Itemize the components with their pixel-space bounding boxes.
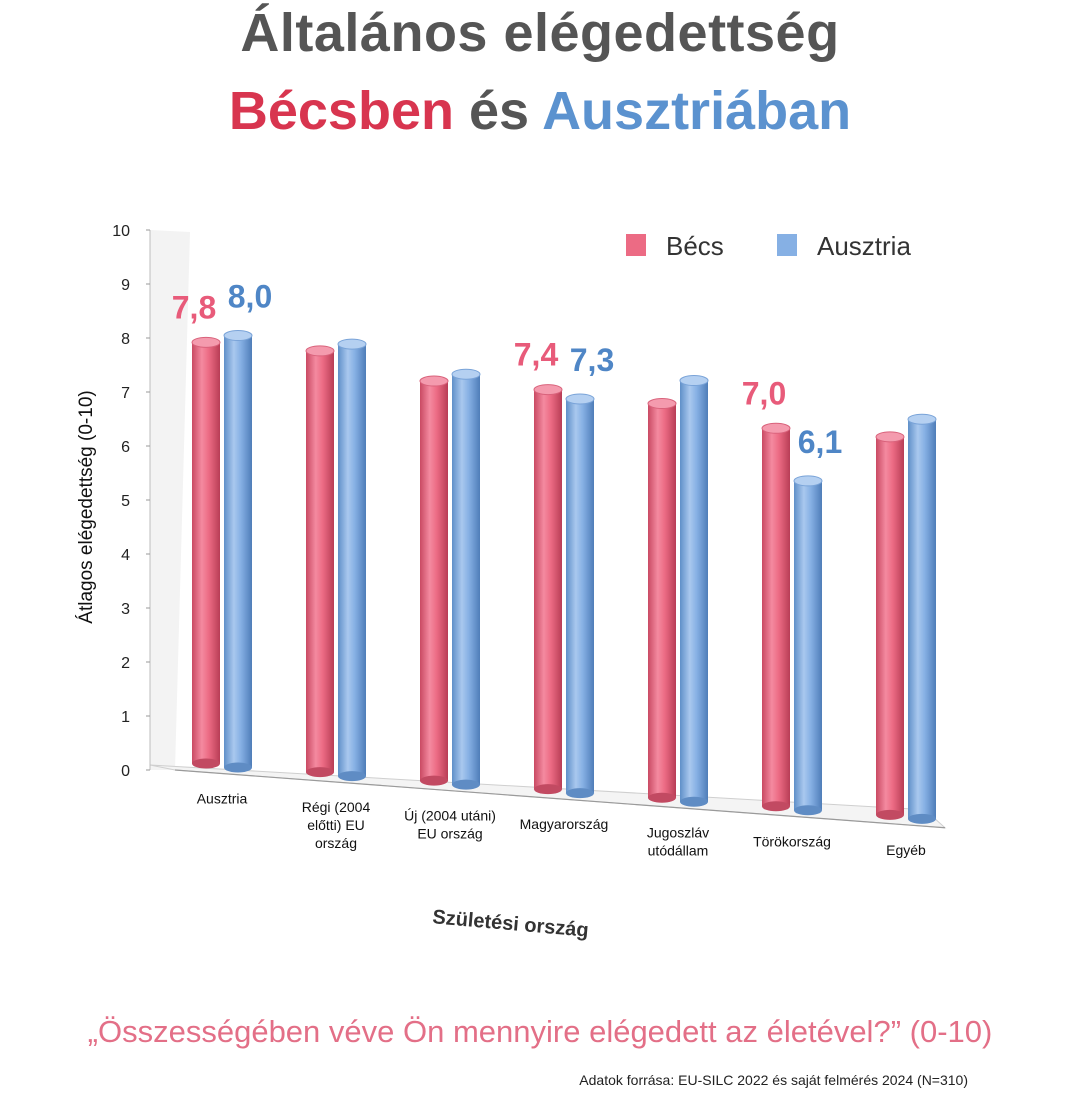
- x-axis-line: [174, 769, 946, 829]
- bar-ausztria: [223, 330, 253, 773]
- bar-becs: [875, 431, 905, 820]
- x-tick-label: EU ország: [417, 826, 482, 842]
- y-tick-label: 8: [121, 331, 130, 348]
- x-axis-label: Születési ország: [432, 906, 590, 942]
- x-tick-label: Régi (2004: [302, 799, 371, 815]
- x-tick-label: ország: [315, 835, 357, 851]
- data-label-ausztria: 6,1: [798, 424, 842, 460]
- bar-ausztria: [565, 393, 595, 799]
- legend-swatch-becs: [626, 234, 646, 256]
- data-label-ausztria: 7,3: [570, 342, 614, 378]
- bar-becs: [533, 384, 563, 795]
- y-tick-label: 4: [121, 547, 130, 564]
- x-tick-label: utódállam: [648, 843, 709, 859]
- x-tick-label: Törökország: [753, 833, 831, 849]
- bar-becs: [647, 398, 677, 803]
- data-label-becs: 7,4: [514, 337, 559, 373]
- y-tick-label: 2: [121, 655, 130, 672]
- y-tick-label: 0: [121, 763, 130, 780]
- y-tick-label: 6: [121, 439, 130, 456]
- bar-chart: 0 1 2 3 4 5 6 7 8 9 10 Átlagos elégedettség (0-10) B…: [76, 223, 947, 942]
- legend-label-ausztria: Ausztria: [817, 231, 911, 261]
- x-tick-label: Jugoszláv: [647, 825, 709, 841]
- y-tick-label: 10: [112, 223, 130, 240]
- labels-group: 0 1 2 3 4 5 6 7 8 9 10 Átlagos elégedettség (0-10) B…: [76, 223, 926, 942]
- x-tick-label: Ausztria: [197, 791, 248, 807]
- bars-group: [191, 330, 937, 824]
- x-tick-label: Új (2004 utáni): [404, 808, 496, 824]
- subtitle-becs: Bécsben: [228, 81, 454, 141]
- legend-swatch-ausztria: [777, 234, 797, 256]
- data-label-becs: 7,0: [742, 375, 786, 411]
- subtitle-ausztria: Ausztriában: [542, 81, 852, 141]
- bar-becs: [305, 345, 335, 778]
- y-tick-label: 7: [121, 385, 130, 402]
- y-axis-label: Átlagos elégedettség (0-10): [76, 390, 97, 623]
- x-tick-label: Egyéb: [886, 842, 926, 858]
- bar-ausztria: [679, 375, 709, 807]
- subtitle-and: és: [453, 81, 543, 141]
- x-tick-label: Magyarország: [520, 816, 609, 832]
- y-tick-label: 5: [121, 493, 130, 510]
- bar-ausztria: [907, 413, 937, 824]
- survey-question: „Összességében véve Ön mennyire elégedet…: [87, 1014, 993, 1049]
- back-wall: [150, 230, 190, 770]
- legend-label-becs: Bécs: [666, 231, 724, 261]
- data-label-becs: 7,8: [172, 289, 216, 325]
- y-tick-label: 1: [121, 709, 130, 726]
- y-tick-label: 9: [121, 277, 130, 294]
- data-label-ausztria: 8,0: [228, 279, 272, 315]
- y-tick-label: 3: [121, 601, 130, 618]
- bar-becs: [419, 375, 449, 786]
- chart-subtitle: Bécsben és Ausztriában: [0, 80, 1080, 142]
- bar-ausztria: [337, 338, 367, 782]
- bar-ausztria: [793, 475, 823, 816]
- x-tick-label: előtti) EU: [307, 817, 365, 833]
- data-source: Adatok forrása: EU-SILC 2022 és saját fe…: [579, 1072, 968, 1088]
- bar-becs: [191, 336, 221, 769]
- bar-ausztria: [451, 368, 481, 790]
- bar-becs: [761, 422, 791, 812]
- chart-title: Általános elégedettség: [240, 3, 840, 63]
